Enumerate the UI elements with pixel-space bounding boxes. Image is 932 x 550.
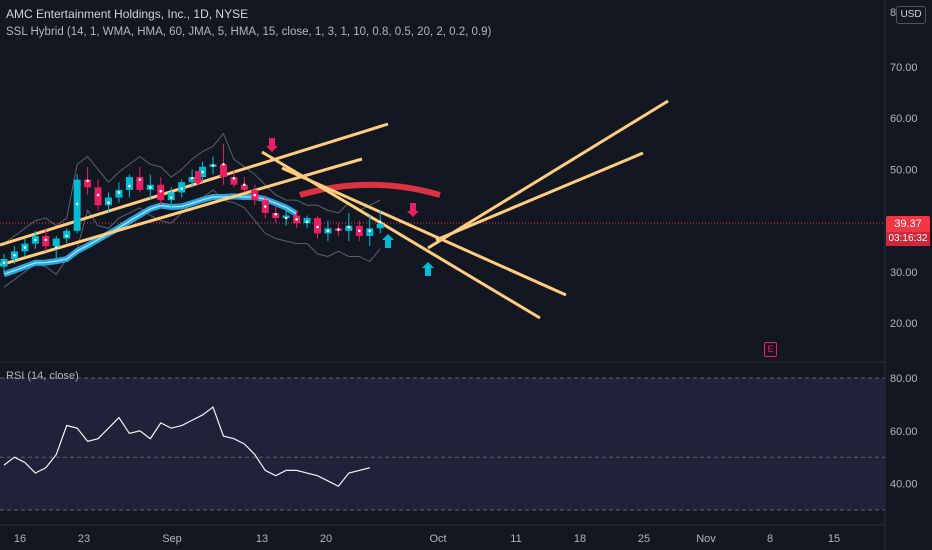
time-tick-label: 15 bbox=[828, 533, 840, 545]
upper-envelope bbox=[3, 132, 381, 245]
currency-button[interactable]: USD bbox=[896, 6, 926, 24]
candle-body bbox=[136, 177, 144, 190]
buy-arrow-icon bbox=[382, 234, 394, 248]
candle-dot bbox=[117, 191, 121, 194]
rsi-tick-label: 60.00 bbox=[890, 426, 918, 438]
baseline-up-core bbox=[3, 195, 297, 275]
candle-dot bbox=[232, 177, 236, 180]
candle-body bbox=[84, 179, 92, 188]
candle-dot bbox=[138, 178, 142, 181]
rsi-line bbox=[3, 406, 370, 487]
sell-arrow-icon bbox=[266, 138, 278, 152]
candle-dot bbox=[86, 179, 89, 183]
candle-body bbox=[52, 238, 60, 247]
candles bbox=[0, 143, 384, 272]
signal-arrows bbox=[192, 138, 434, 276]
candle-dot bbox=[65, 234, 68, 238]
candle-body bbox=[125, 177, 133, 190]
chart-title[interactable]: AMC Entertainment Holdings, Inc., 1D, NY… bbox=[6, 7, 249, 21]
candle-dot bbox=[96, 193, 100, 197]
candle-dot bbox=[75, 202, 79, 206]
candle-dot bbox=[222, 162, 225, 166]
candle-dot bbox=[263, 205, 267, 208]
time-axis: 16 23 Sep 13 20 Oct 11 18 25 Nov 8 15 bbox=[14, 533, 840, 545]
candle-dot bbox=[128, 184, 131, 188]
rsi-tick-label: 40.00 bbox=[890, 479, 918, 491]
time-tick-label: Nov bbox=[696, 533, 716, 545]
candle-dot bbox=[159, 189, 163, 193]
candle-body bbox=[219, 164, 227, 178]
candle-dot bbox=[347, 225, 351, 229]
candle-dot bbox=[107, 201, 110, 204]
time-tick-label: 23 bbox=[78, 533, 90, 545]
rsi-band bbox=[0, 378, 885, 510]
time-tick-label: 11 bbox=[510, 533, 521, 545]
candle-dot bbox=[378, 220, 382, 224]
trendline bbox=[281, 166, 567, 297]
axis-top-value: 8 bbox=[890, 7, 897, 19]
candle-dot bbox=[274, 212, 278, 216]
time-tick-label: 20 bbox=[320, 533, 332, 545]
candle-dot bbox=[23, 246, 27, 249]
rsi-plot bbox=[0, 377, 885, 511]
time-tick-label: Oct bbox=[429, 533, 446, 545]
candle-body bbox=[240, 184, 248, 190]
time-tick-label: Sep bbox=[162, 533, 182, 545]
time-tick-label: 8 bbox=[767, 533, 773, 545]
rsi-label[interactable]: RSI (14, close) bbox=[6, 370, 79, 382]
candle-dot bbox=[295, 218, 298, 221]
candle-dot bbox=[368, 229, 372, 233]
candle-dot bbox=[316, 225, 319, 229]
earnings-marker-icon[interactable]: E bbox=[764, 342, 777, 357]
price-tick-label: 30.00 bbox=[890, 267, 918, 279]
buy-arrow-icon bbox=[422, 262, 434, 276]
candle-dot bbox=[54, 246, 58, 249]
candle-dot bbox=[169, 196, 173, 199]
time-tick-label: 16 bbox=[14, 533, 26, 545]
candle-dot bbox=[2, 261, 6, 265]
trendlines bbox=[0, 99, 669, 320]
indicator-label[interactable]: SSL Hybrid (14, 1, WMA, HMA, 60, JMA, 5,… bbox=[6, 26, 492, 38]
candle-dot bbox=[305, 220, 309, 224]
price-tick-label: 20.00 bbox=[890, 318, 918, 330]
last-price-tag: 39.37 bbox=[886, 216, 930, 232]
time-tick-label: 18 bbox=[574, 533, 586, 545]
candle-dot bbox=[358, 229, 361, 233]
candle-dot bbox=[253, 193, 257, 197]
trendline bbox=[0, 122, 389, 247]
candle-dot bbox=[326, 229, 330, 233]
candle-body bbox=[376, 223, 384, 229]
trendline bbox=[427, 99, 669, 250]
candle-dot bbox=[337, 228, 340, 231]
candle-dot bbox=[13, 253, 16, 257]
price-tick-label: 50.00 bbox=[890, 164, 918, 176]
trendline bbox=[435, 151, 644, 242]
candle-dot bbox=[201, 170, 204, 174]
candle-body bbox=[230, 177, 238, 185]
candle-dot bbox=[243, 183, 246, 187]
candle-dot bbox=[180, 187, 183, 190]
candle-dot bbox=[211, 164, 215, 167]
time-tick-label: 25 bbox=[638, 533, 650, 545]
candle-dot bbox=[34, 238, 37, 242]
price-tick-label: 60.00 bbox=[890, 113, 918, 125]
countdown-tag: 03:16:32 bbox=[886, 232, 930, 246]
sell-arrow-icon bbox=[192, 171, 204, 185]
price-tick-label: 70.00 bbox=[890, 62, 918, 74]
rsi-tick-label: 80.00 bbox=[890, 373, 918, 385]
time-tick-label: 13 bbox=[256, 533, 268, 545]
candle-dot bbox=[284, 216, 288, 220]
candle-dot bbox=[149, 186, 152, 189]
candle-dot bbox=[44, 238, 48, 242]
sell-arrow-icon bbox=[407, 203, 419, 217]
